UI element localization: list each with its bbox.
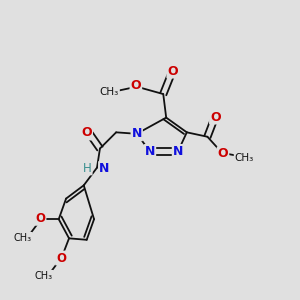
Text: CH₃: CH₃ bbox=[35, 271, 53, 281]
Text: N: N bbox=[99, 162, 109, 175]
Text: O: O bbox=[167, 64, 178, 78]
Text: CH₃: CH₃ bbox=[14, 233, 32, 243]
Text: O: O bbox=[35, 212, 46, 225]
Text: O: O bbox=[130, 79, 141, 92]
Text: O: O bbox=[56, 252, 66, 265]
Text: O: O bbox=[210, 110, 221, 124]
Text: CH₃: CH₃ bbox=[235, 153, 254, 163]
Text: CH₃: CH₃ bbox=[100, 87, 119, 97]
Text: O: O bbox=[218, 147, 228, 160]
Text: H: H bbox=[83, 162, 92, 175]
Text: O: O bbox=[81, 126, 92, 140]
Text: N: N bbox=[132, 127, 142, 140]
Text: N: N bbox=[173, 145, 183, 158]
Text: N: N bbox=[145, 145, 155, 158]
